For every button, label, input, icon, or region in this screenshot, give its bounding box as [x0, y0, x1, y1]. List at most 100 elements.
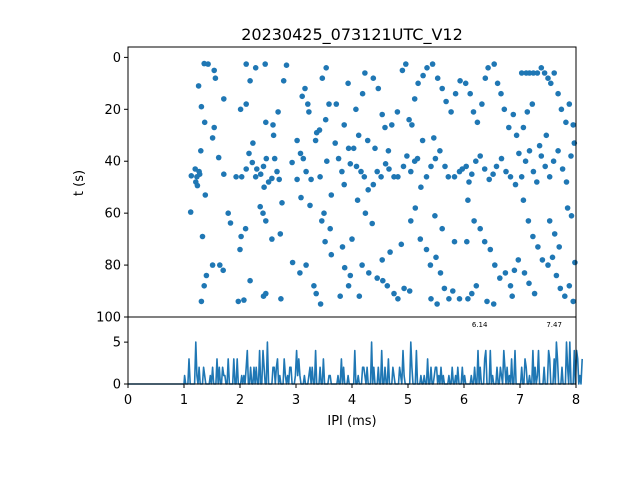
scatter-point: [246, 150, 252, 157]
scatter-point: [365, 187, 372, 193]
scatter-point: [563, 119, 569, 126]
scatter-point: [303, 168, 309, 175]
scatter-point: [294, 137, 300, 144]
scatter-point: [400, 163, 407, 170]
scatter-point: [491, 61, 498, 67]
top-y-axis: 0 20 40 60 80 100: [96, 51, 128, 326]
scatter-point: [198, 148, 204, 154]
scatter-point: [550, 158, 557, 164]
scatter-point: [382, 161, 389, 167]
scatter-point: [497, 275, 503, 281]
scatter-point: [387, 249, 393, 255]
scatter-point: [498, 90, 504, 97]
scatter-point: [466, 179, 472, 185]
scatter-point: [538, 153, 545, 159]
scatter-point: [322, 116, 329, 123]
scatter-point: [558, 106, 565, 113]
scatter-point: [235, 298, 242, 305]
scatter-point: [242, 225, 249, 232]
scatter-point: [417, 236, 424, 242]
scatter-point: [439, 225, 446, 232]
scatter-point: [263, 218, 269, 224]
scatter-point: [263, 290, 269, 297]
scatter-point: [238, 174, 245, 180]
scatter-point: [415, 80, 421, 87]
top-y-tick-label: 40: [104, 155, 121, 170]
scatter-point: [199, 233, 206, 240]
scatter-point: [524, 109, 531, 115]
scatter-point: [217, 262, 223, 268]
scatter-point: [512, 181, 519, 188]
scatter-point: [202, 192, 209, 198]
scatter-point: [297, 270, 303, 276]
scatter-point: [270, 122, 276, 128]
top-y-tick-label: 60: [104, 207, 121, 222]
scatter-point: [269, 175, 275, 182]
scatter-point: [419, 137, 426, 144]
scatter-point: [570, 298, 576, 305]
scatter-point: [341, 181, 348, 188]
scatter-point: [307, 202, 313, 209]
scatter-point: [464, 238, 470, 245]
scatter-point: [412, 205, 419, 211]
scatter-point: [427, 262, 434, 268]
scatter-point: [289, 159, 295, 166]
scatter-point: [462, 80, 469, 87]
scatter-point: [280, 78, 287, 84]
scatter-point: [278, 296, 284, 302]
scatter-point: [566, 101, 573, 107]
scatter-point: [385, 148, 392, 154]
scatter-point: [534, 70, 541, 76]
scatter-point: [297, 150, 304, 157]
scatter-point: [361, 174, 368, 180]
scatter-point: [201, 119, 208, 126]
scatter-point: [205, 61, 211, 67]
scatter-point: [225, 210, 231, 216]
scatter-point: [253, 166, 260, 172]
scatter-point: [274, 168, 280, 175]
scatter-point: [429, 61, 436, 67]
scatter-point: [201, 283, 207, 289]
bottom-x-tick-label: 2: [236, 393, 244, 408]
scatter-point: [389, 122, 395, 128]
top-y-tick-label: 80: [104, 259, 121, 274]
scatter-point: [257, 203, 264, 210]
scatter-point: [529, 101, 536, 107]
scatter-point: [548, 80, 554, 87]
bottom-x-tick-label: 6: [460, 393, 468, 408]
scatter-point: [470, 109, 477, 115]
scatter-point: [553, 272, 560, 279]
scatter-point: [541, 70, 548, 76]
scatter-point: [247, 277, 253, 284]
scatter-point: [233, 174, 239, 180]
scatter-point: [490, 171, 496, 177]
scatter-point: [362, 70, 368, 76]
scatter-point: [356, 293, 363, 300]
scatter-point: [538, 65, 545, 71]
scatter-point: [374, 168, 381, 175]
scatter-point: [215, 154, 222, 161]
scatter-point: [237, 246, 243, 253]
scatter-point: [562, 293, 568, 300]
scatter-point: [354, 197, 361, 203]
scatter-point: [477, 225, 484, 232]
scatter-point: [379, 257, 386, 263]
scatter-point: [487, 246, 494, 253]
scatter-point: [269, 236, 275, 242]
scatter-point: [549, 254, 556, 261]
scatter-point: [241, 297, 247, 303]
scatter-point: [305, 101, 311, 107]
scatter-point: [243, 166, 249, 172]
scatter-point: [355, 132, 362, 139]
scatter-point: [566, 283, 573, 289]
scatter-point: [302, 85, 308, 92]
scatter-point: [276, 176, 283, 183]
scatter-point: [432, 155, 439, 162]
scatter-point: [452, 90, 459, 97]
scatter-point: [557, 285, 564, 292]
scatter-point: [423, 246, 430, 253]
scatter-point: [359, 90, 366, 97]
scatter-point: [477, 153, 484, 159]
scatter-point: [283, 62, 290, 68]
